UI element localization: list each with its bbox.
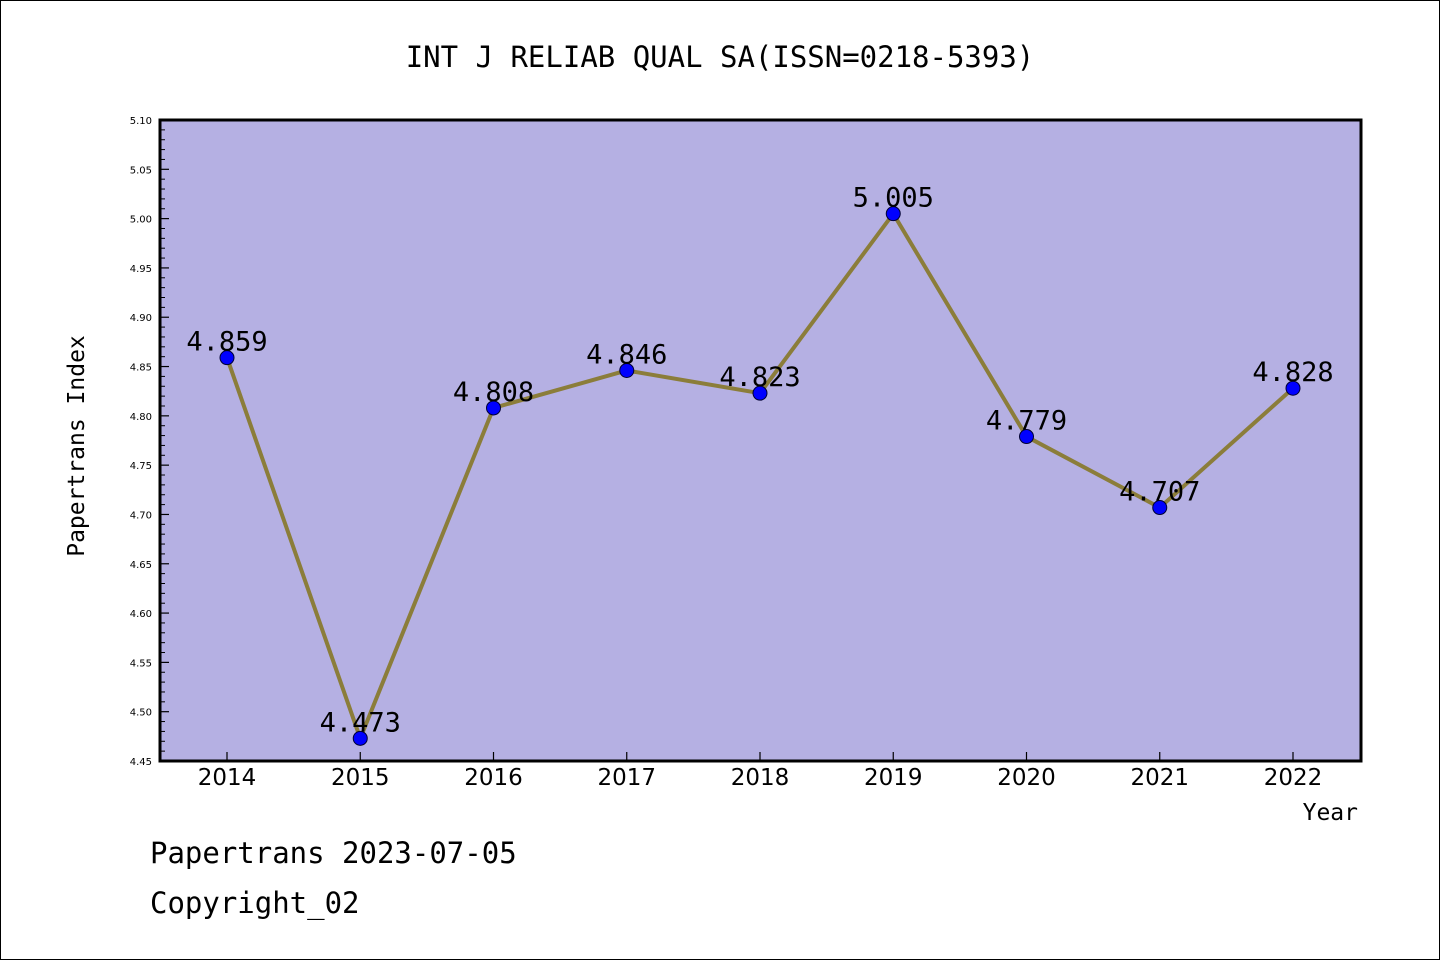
data-point [352,730,368,746]
data-point [1152,500,1168,516]
data-label: 4.473 [320,707,401,738]
y-tick-label: 4.70 [130,510,152,521]
x-axis: 2014 2015 2016 2017 2018 2019 2020 2021 2022 [198,752,1323,791]
data-label: 4.828 [1252,357,1333,388]
data-point [752,385,768,401]
footer-date: Papertrans 2023-07-05 [150,836,517,870]
y-tick-label: 4.50 [130,708,152,719]
y-tick-label: 5.00 [130,215,152,226]
data-label: 4.846 [586,339,667,370]
plot-area [158,118,1363,763]
y-tick-label: 4.85 [130,363,152,374]
y-tick-label: 5.05 [130,165,152,176]
y-tick-label: 4.60 [130,609,152,620]
data-label: 4.823 [719,362,800,393]
y-tick-label: 4.90 [130,313,152,324]
x-tick-label: 2018 [731,765,790,791]
data-point [486,400,501,416]
y-tick-label: 4.65 [130,560,152,571]
x-tick-label: 2019 [864,765,923,791]
data-point [619,362,635,378]
x-tick-label: 2021 [1130,765,1189,791]
x-tick-label: 2014 [198,765,257,791]
footer-copyright: Copyright_02 [150,886,360,920]
x-axis-label: Year [1303,800,1358,826]
y-axis-label: Papertrans Index [64,335,90,557]
data-point [219,350,235,366]
x-tick-label: 2016 [464,765,523,791]
y-tick-label: 4.95 [130,264,152,275]
y-axis: 4.45 4.50 4.55 4.60 4.65 4.70 4.75 4.80 4.85 4.90… [130,116,169,768]
data-label: 5.005 [853,183,934,214]
data-point [1285,380,1301,396]
y-tick-label: 4.45 [130,757,152,768]
y-tick-label: 5.10 [130,116,152,127]
data-point [885,206,901,222]
data-label: 4.707 [1119,477,1200,508]
y-tick-label: 4.55 [130,658,152,669]
data-label: 4.859 [186,327,267,358]
data-label: 4.808 [453,377,534,408]
x-tick-label: 2015 [331,765,390,791]
data-label: 4.779 [986,406,1067,437]
data-point [1019,429,1034,445]
x-tick-label: 2020 [997,765,1056,791]
chart-title: INT J RELIAB QUAL SA(ISSN=0218-5393) [406,40,1035,74]
y-tick-label: 4.75 [130,461,152,472]
y-tick-label: 4.80 [130,412,152,423]
x-tick-label: 2022 [1264,765,1323,791]
series-layer: 4.859 4.473 4.808 4.846 4.823 5.005 4.779 4.707… [186,183,1334,746]
x-tick-label: 2017 [597,765,656,791]
